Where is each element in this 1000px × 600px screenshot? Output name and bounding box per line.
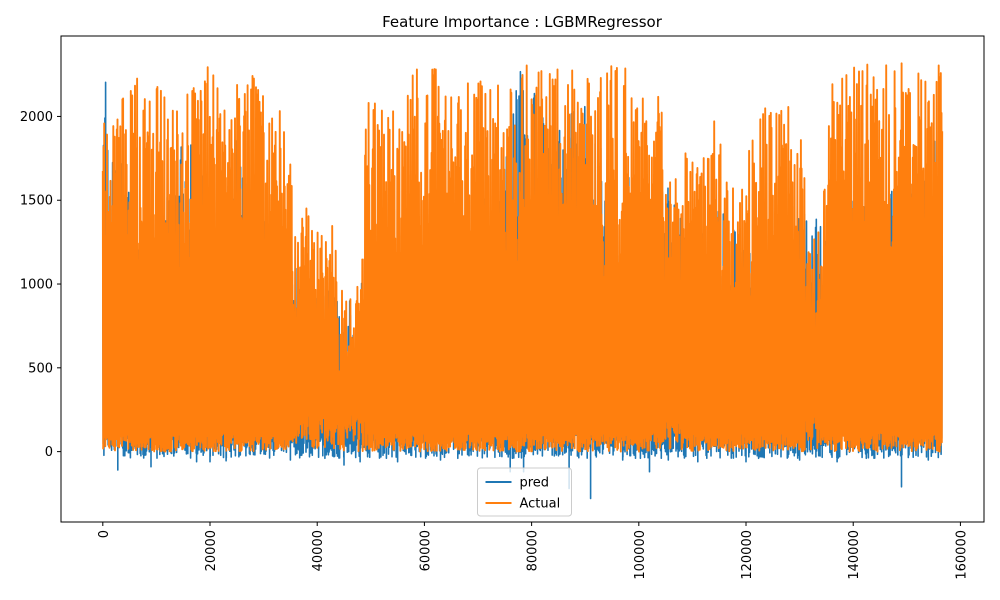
- plot-frame: [60, 35, 985, 523]
- x-tick-label: 120000: [740, 530, 755, 580]
- x-tick-label: 140000: [847, 530, 862, 580]
- x-tick-label: 160000: [954, 530, 969, 580]
- plot-area: [101, 62, 944, 500]
- y-tick-label: 0: [45, 445, 53, 460]
- x-tick-label: 20000: [204, 530, 219, 571]
- x-axis: 0 20000 40000 60000 80000 100000 120000 140000 1…: [97, 522, 969, 580]
- x-tick-label: 40000: [311, 530, 326, 571]
- y-axis: 0 500 1000 1500 2000: [20, 110, 61, 460]
- y-tick-label: 1500: [20, 194, 53, 209]
- y-tick-label: 1000: [20, 278, 53, 293]
- y-tick-label: 500: [28, 361, 53, 376]
- series-line-actual: [101, 62, 944, 453]
- legend: pred Actual: [477, 467, 572, 517]
- x-tick-label: 100000: [633, 530, 648, 580]
- x-tick-label: 80000: [526, 530, 541, 571]
- x-tick-label: 0: [97, 530, 112, 538]
- chart-title: Feature Importance : LGBMRegressor: [382, 13, 663, 31]
- legend-label-pred: pred: [520, 476, 550, 491]
- y-tick-label: 2000: [20, 110, 53, 125]
- legend-label-actual: Actual: [520, 497, 561, 512]
- x-tick-label: 60000: [418, 530, 433, 571]
